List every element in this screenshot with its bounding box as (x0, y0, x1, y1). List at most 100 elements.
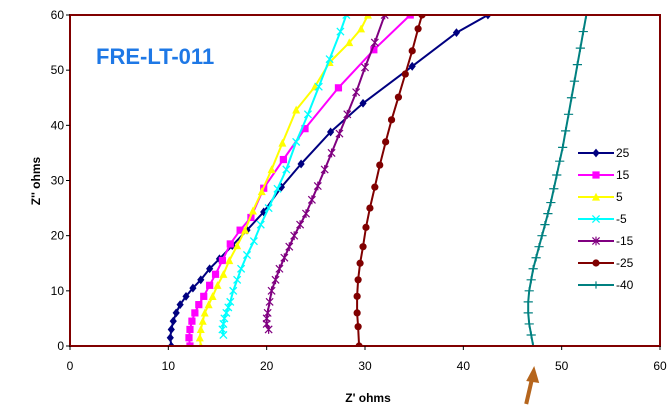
series--15 (262, 15, 389, 334)
data-point (242, 250, 252, 260)
series-line (221, 15, 348, 336)
data-point (327, 148, 336, 158)
data-point (326, 127, 335, 137)
data-point (353, 292, 361, 300)
axis-layer: 0 10 20 30 40 50 60 0 10 20 30 40 50 60 (51, 8, 667, 373)
y-tick-label: 50 (51, 63, 65, 77)
data-point (313, 181, 322, 191)
data-point (366, 204, 374, 212)
data-point (360, 63, 370, 72)
data-point (320, 165, 329, 174)
data-point (540, 221, 550, 229)
data-point (208, 292, 217, 300)
data-point (249, 237, 258, 246)
data-point (280, 253, 289, 263)
x-tick-label: 40 (457, 359, 471, 373)
data-point (206, 264, 214, 274)
data-point (167, 325, 175, 334)
data-point (303, 110, 313, 119)
y-tick-label: 40 (51, 118, 65, 132)
data-point (345, 38, 354, 47)
data-point (578, 27, 588, 36)
data-point (182, 291, 190, 301)
data-point (452, 28, 461, 38)
data-point (191, 309, 199, 317)
legend-label: -40 (616, 278, 634, 292)
data-point (172, 308, 180, 318)
data-point (370, 46, 378, 54)
data-point (528, 342, 538, 346)
data-point (575, 44, 585, 52)
data-point (229, 286, 238, 295)
data-point (290, 231, 299, 241)
legend-label: 15 (616, 168, 630, 182)
data-point (307, 195, 316, 205)
data-point (558, 143, 568, 151)
data-point (218, 256, 227, 265)
data-point (256, 220, 265, 229)
data-point (356, 259, 364, 267)
data-point (531, 254, 541, 262)
data-point (263, 308, 272, 318)
data-point (297, 159, 305, 169)
legend-marker (592, 192, 600, 201)
y-tick-label: 30 (51, 174, 65, 188)
data-point (279, 155, 287, 164)
legend-marker (591, 214, 601, 224)
series--5 (218, 15, 351, 340)
data-point (188, 317, 196, 325)
legend-marker (592, 259, 600, 267)
data-point (552, 171, 562, 179)
x-tick-label: 60 (653, 359, 667, 373)
data-point (370, 38, 379, 47)
data-point (543, 210, 553, 218)
legend-label: -15 (616, 234, 634, 248)
data-point (222, 308, 231, 317)
data-point (546, 198, 556, 207)
data-point (271, 275, 280, 285)
x-tick-label: 30 (358, 359, 372, 373)
data-point (196, 325, 205, 334)
data-point (197, 275, 205, 285)
data-point (257, 187, 266, 196)
data-point (166, 333, 174, 343)
data-point (572, 61, 582, 69)
data-point (354, 276, 362, 284)
data-point (335, 129, 344, 139)
data-point (528, 265, 538, 273)
data-point (213, 281, 222, 289)
data-point (189, 283, 197, 293)
legend-marker (592, 171, 600, 179)
data-point (236, 226, 244, 234)
series-15 (185, 15, 414, 346)
data-point (225, 256, 234, 265)
data-point (206, 281, 214, 289)
arrow-head (526, 366, 540, 383)
legend-marker (592, 148, 600, 158)
data-point (555, 157, 565, 165)
data-point (566, 94, 577, 102)
data-point (200, 292, 208, 300)
data-point (292, 105, 301, 114)
data-point (526, 331, 536, 339)
data-point (523, 298, 533, 306)
legend-label: 5 (616, 190, 623, 204)
data-point (248, 206, 257, 215)
data-point (200, 308, 209, 317)
x-tick-label: 0 (67, 359, 74, 373)
data-point (387, 116, 396, 124)
data-point (219, 270, 228, 278)
data-point (354, 323, 362, 331)
x-tick-label: 50 (555, 359, 569, 373)
data-point (267, 286, 276, 296)
legend: 25 15 5 -5 -15 -25 -40 (578, 146, 634, 292)
data-point (581, 15, 591, 19)
data-point (267, 165, 276, 174)
data-point (185, 334, 193, 342)
data-point (352, 87, 361, 97)
data-point (362, 223, 370, 231)
data-point (336, 27, 345, 36)
data-point (195, 333, 204, 342)
legend-marker (591, 281, 601, 289)
data-point (233, 275, 242, 284)
